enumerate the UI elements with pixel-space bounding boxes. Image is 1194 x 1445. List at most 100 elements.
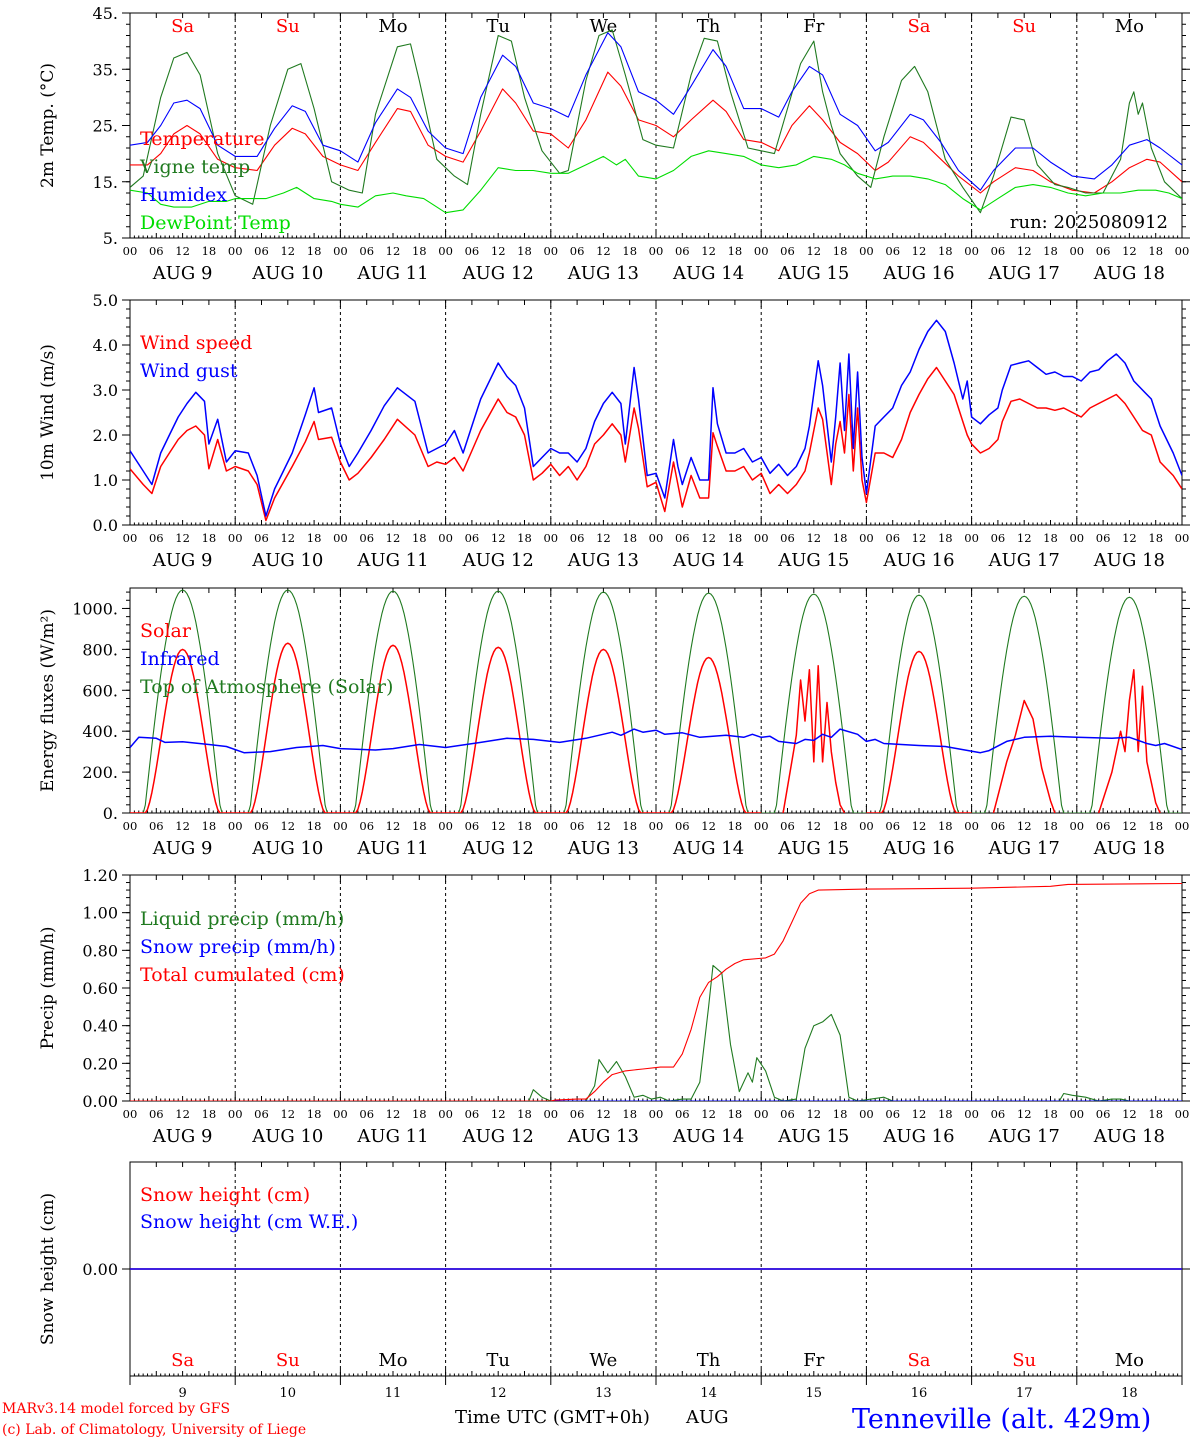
hour-label: 06 bbox=[570, 1107, 585, 1121]
solar-line bbox=[1097, 669, 1161, 813]
toa-solar-line bbox=[235, 589, 341, 813]
hour-label: 18 bbox=[622, 244, 637, 258]
hour-label: 06 bbox=[885, 244, 900, 258]
hour-label: 18 bbox=[728, 531, 743, 545]
date-label: AUG 15 bbox=[777, 263, 849, 284]
hour-label: 06 bbox=[991, 531, 1006, 545]
temp-humidex-line bbox=[130, 32, 1182, 191]
model-credit: MARv3.14 model forced by GFS bbox=[2, 1401, 230, 1417]
hour-label: 06 bbox=[570, 244, 585, 258]
weekday-label: Tu bbox=[486, 1350, 510, 1371]
panel-snow: 0.00 Snow height (cm) Sa Su Mo Tu We Th Fr Sa Su Mo… bbox=[38, 1161, 1190, 1401]
hour-label: 18 bbox=[728, 1107, 743, 1121]
hour-label: 06 bbox=[254, 531, 269, 545]
hour-label: 06 bbox=[675, 819, 690, 833]
hour-label: 12 bbox=[491, 531, 506, 545]
y-tick-label: 15. bbox=[93, 173, 118, 192]
hour-label: 00 bbox=[1069, 244, 1084, 258]
y-tick-label: 25. bbox=[93, 117, 118, 136]
hour-label: 12 bbox=[701, 819, 716, 833]
temp-vigne-temp-line bbox=[130, 29, 1182, 214]
hour-label: 18 bbox=[728, 244, 743, 258]
y-tick-label: 1000. bbox=[72, 599, 118, 618]
hour-label: 18 bbox=[622, 531, 637, 545]
date-label: AUG 14 bbox=[672, 838, 744, 859]
hour-label: 06 bbox=[465, 244, 480, 258]
hour-label: 06 bbox=[675, 1107, 690, 1121]
weekday-label: Fr bbox=[803, 16, 824, 37]
footer: MARv3.14 model forced by GFS (c) Lab. of… bbox=[2, 1401, 1151, 1438]
toa-solar-line bbox=[866, 594, 972, 813]
x-axis-month: AUG bbox=[685, 1407, 729, 1428]
hour-label: 06 bbox=[570, 531, 585, 545]
plot-frame bbox=[129, 299, 1183, 526]
hour-label: 00 bbox=[543, 1107, 558, 1121]
y-tick-label: 800. bbox=[82, 640, 118, 659]
lab-credit: (c) Lab. of Climatology, University of L… bbox=[2, 1422, 306, 1438]
y-tick-label: 0.20 bbox=[82, 1054, 118, 1073]
hour-label: 00 bbox=[964, 819, 979, 833]
date-label: AUG 10 bbox=[251, 550, 323, 571]
hour-label: 00 bbox=[438, 1107, 453, 1121]
weekday-label: Mo bbox=[1115, 1350, 1144, 1371]
hour-label: 06 bbox=[149, 244, 164, 258]
hour-label: 00 bbox=[859, 819, 874, 833]
y-tick-label: 5.0 bbox=[93, 291, 118, 310]
hour-label: 18 bbox=[833, 244, 848, 258]
hour-label: 12 bbox=[912, 244, 927, 258]
legend-entry: Vigne temp bbox=[139, 156, 250, 178]
hour-label: 12 bbox=[596, 1107, 611, 1121]
weekday-label: Tu bbox=[486, 16, 510, 37]
hour-label: 00 bbox=[754, 531, 769, 545]
hour-label: 18 bbox=[622, 819, 637, 833]
hour-label: 06 bbox=[1096, 819, 1111, 833]
hour-label: 18 bbox=[1043, 819, 1058, 833]
hour-label: 18 bbox=[517, 1107, 532, 1121]
hour-label: 00 bbox=[859, 244, 874, 258]
date-label: AUG 18 bbox=[1093, 838, 1165, 859]
hour-label: 12 bbox=[596, 244, 611, 258]
solar-line bbox=[992, 699, 1056, 813]
hour-label: 18 bbox=[412, 1107, 427, 1121]
legend-entry: Wind speed bbox=[140, 332, 252, 354]
hour-label: 00 bbox=[438, 244, 453, 258]
hour-label: 12 bbox=[280, 244, 295, 258]
hour-label: 00 bbox=[1175, 531, 1190, 545]
panel-temp: 5. 15. 25. 35. 45. 2m Temp. (°C) 00 06 12 18 00 06 1… bbox=[38, 4, 1190, 284]
hour-label: 12 bbox=[806, 1107, 821, 1121]
weekday-label: Th bbox=[697, 1350, 721, 1371]
hour-label: 00 bbox=[438, 819, 453, 833]
weekday-label: Su bbox=[276, 16, 300, 37]
legend-entry: Wind gust bbox=[140, 360, 238, 382]
hour-label: 06 bbox=[675, 244, 690, 258]
solar-line bbox=[866, 650, 972, 813]
legend-entry: Temperature bbox=[140, 128, 264, 150]
hour-label: 18 bbox=[307, 1107, 322, 1121]
legend-entry: DewPoint Temp bbox=[140, 212, 291, 234]
hour-label: 06 bbox=[254, 1107, 269, 1121]
y-tick-label: 0.0 bbox=[93, 516, 118, 535]
hour-label: 06 bbox=[885, 1107, 900, 1121]
y-tick-label: 0.00 bbox=[82, 1260, 118, 1279]
y-axis-title: 10m Wind (m/s) bbox=[38, 344, 58, 481]
hour-label: 00 bbox=[438, 531, 453, 545]
y-axis-title: 2m Temp. (°C) bbox=[38, 63, 58, 188]
hour-label: 12 bbox=[701, 1107, 716, 1121]
hour-label: 18 bbox=[412, 819, 427, 833]
hour-label: 06 bbox=[991, 1107, 1006, 1121]
hour-label: 00 bbox=[754, 1107, 769, 1121]
date-label: AUG 16 bbox=[882, 550, 954, 571]
precip-liquid-precip-mm-h--line bbox=[130, 964, 1182, 1101]
date-label: AUG 15 bbox=[777, 550, 849, 571]
hour-label: 06 bbox=[1096, 531, 1111, 545]
hour-label: 12 bbox=[701, 244, 716, 258]
hour-label: 12 bbox=[596, 819, 611, 833]
date-label: AUG 9 bbox=[152, 1126, 213, 1147]
hour-label: 18 bbox=[307, 244, 322, 258]
hour-label: 06 bbox=[991, 244, 1006, 258]
hour-label: 12 bbox=[912, 1107, 927, 1121]
hour-label: 18 bbox=[728, 819, 743, 833]
panel-precip: 0.00 0.20 0.40 0.60 0.80 1.00 1.20 Precip (mm/h… bbox=[38, 866, 1190, 1147]
day-number: 9 bbox=[178, 1386, 186, 1401]
temp-dewpoint-temp-line bbox=[130, 150, 1182, 214]
